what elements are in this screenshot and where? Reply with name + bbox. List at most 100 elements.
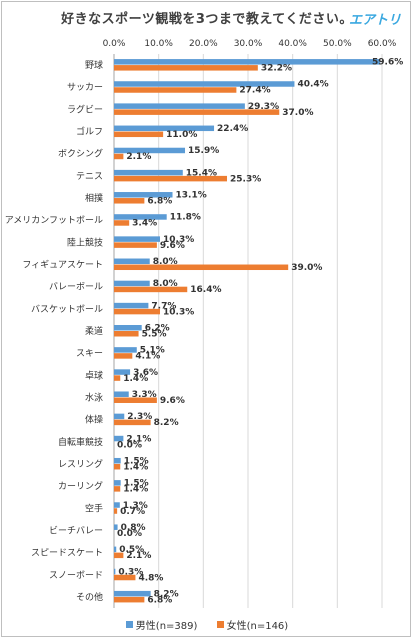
legend-item-male: 男性(n=389) [125,617,198,632]
bar-male [114,280,150,287]
legend-item-female: 女性(n=146) [216,617,289,632]
bar-female [114,552,124,559]
category-label: 陸上競技 [67,236,103,248]
data-label-female: 2.1% [126,551,151,561]
bar-female [114,131,164,138]
data-label-male: 3.6% [133,368,158,378]
bar-male [114,413,125,420]
legend-label-male: 男性(n=389) [135,621,198,632]
category-label: バスケットボール [31,304,103,315]
bar-male [114,81,295,87]
data-label-female: 4.1% [135,352,160,362]
data-label-male: 10.3% [163,235,194,245]
bar-female [114,463,121,470]
bar-male [114,125,215,132]
x-tick-label: 20.0% [189,39,218,49]
data-label-male: 7.7% [151,301,176,311]
data-label-male: 0.8% [121,523,146,533]
bar-male [114,369,131,375]
category-label: バレーボール [49,282,103,293]
category-label: テニス [76,171,103,182]
category-label: 体操 [85,414,103,426]
data-label-male: 15.9% [188,146,219,156]
data-label-male: 1.3% [123,501,148,511]
category-label: スキー [76,349,103,359]
bar-female [114,264,289,271]
data-label-female: 0.0% [117,529,142,539]
category-label: カーリング [58,480,103,492]
bar-female [114,153,124,160]
category-label: 自転車競技 [58,436,103,448]
data-label-female: 0.0% [117,440,142,450]
legend-label-female: 女性(n=146) [226,621,289,632]
bar-male [114,480,121,486]
data-label-male: 15.4% [186,168,217,178]
bar-female [114,308,161,315]
x-tick-label: 40.0% [278,39,307,49]
x-tick-label: 10.0% [144,39,173,49]
legend: 男性(n=389) 女性(n=146) [0,617,414,632]
bar-female [114,175,228,182]
bar-male [114,258,150,265]
bar-female [114,87,237,93]
data-label-male: 8.2% [154,589,179,599]
category-label: サッカー [67,82,103,93]
bar-male [114,546,117,553]
bar-male [114,302,149,309]
bar-female [114,574,136,581]
bar-male [114,502,120,508]
bar-female [114,242,157,248]
category-label: レスリング [58,458,103,470]
x-tick-label: 30.0% [234,39,263,49]
data-label-male: 8.0% [153,257,178,267]
bar-female [114,220,130,226]
bar-female [114,65,258,71]
bar-male [114,147,186,154]
bar-female [114,596,145,603]
data-label-male: 8.0% [153,279,178,289]
category-label: 空手 [85,502,103,514]
legend-swatch-male [125,621,133,628]
data-label-female: 1.4% [123,485,148,495]
bar-female [114,486,121,492]
bar-female [114,397,157,403]
bar-male [114,236,161,242]
data-label-male: 2.1% [126,434,151,444]
brand-logo: エアトリ [349,13,402,28]
data-label-male: 0.5% [119,545,144,555]
data-label-male: 5.1% [140,346,165,356]
bar-male [114,59,381,65]
data-label-female: 37.0% [282,108,313,118]
bar-male [114,435,124,442]
category-label: フィギュアスケート [22,260,103,271]
bar-male [114,391,129,397]
bar-female [114,375,121,381]
data-label-female: 11.0% [166,130,197,140]
x-tick-label: 50.0% [323,39,352,49]
data-label-male: 59.6% [372,58,403,68]
data-label-male: 1.5% [124,456,149,466]
bar-female [114,198,145,204]
data-label-female: 2.1% [126,152,151,162]
category-label: 野球 [85,59,103,71]
category-label: スピードスケート [31,548,103,559]
data-label-female: 10.3% [163,307,194,317]
data-label-male: 22.4% [217,124,248,134]
data-label-male: 13.1% [176,191,207,201]
data-label-male: 2.3% [127,412,152,422]
category-label: その他 [76,591,103,603]
data-label-female: 0.7% [120,507,145,517]
data-label-male: 3.3% [132,390,157,400]
data-label-female: 6.8% [147,197,172,207]
bar-female [114,419,151,426]
data-label-male: 6.2% [145,324,170,334]
category-label: 水泳 [85,391,103,403]
data-label-male: 29.3% [248,102,279,112]
bar-female [114,331,139,337]
data-label-female: 25.3% [230,174,261,184]
bar-male [114,524,118,530]
data-label-male: 11.8% [170,213,201,223]
category-label: 柔道 [85,325,103,337]
category-label: ボクシング [58,148,103,160]
